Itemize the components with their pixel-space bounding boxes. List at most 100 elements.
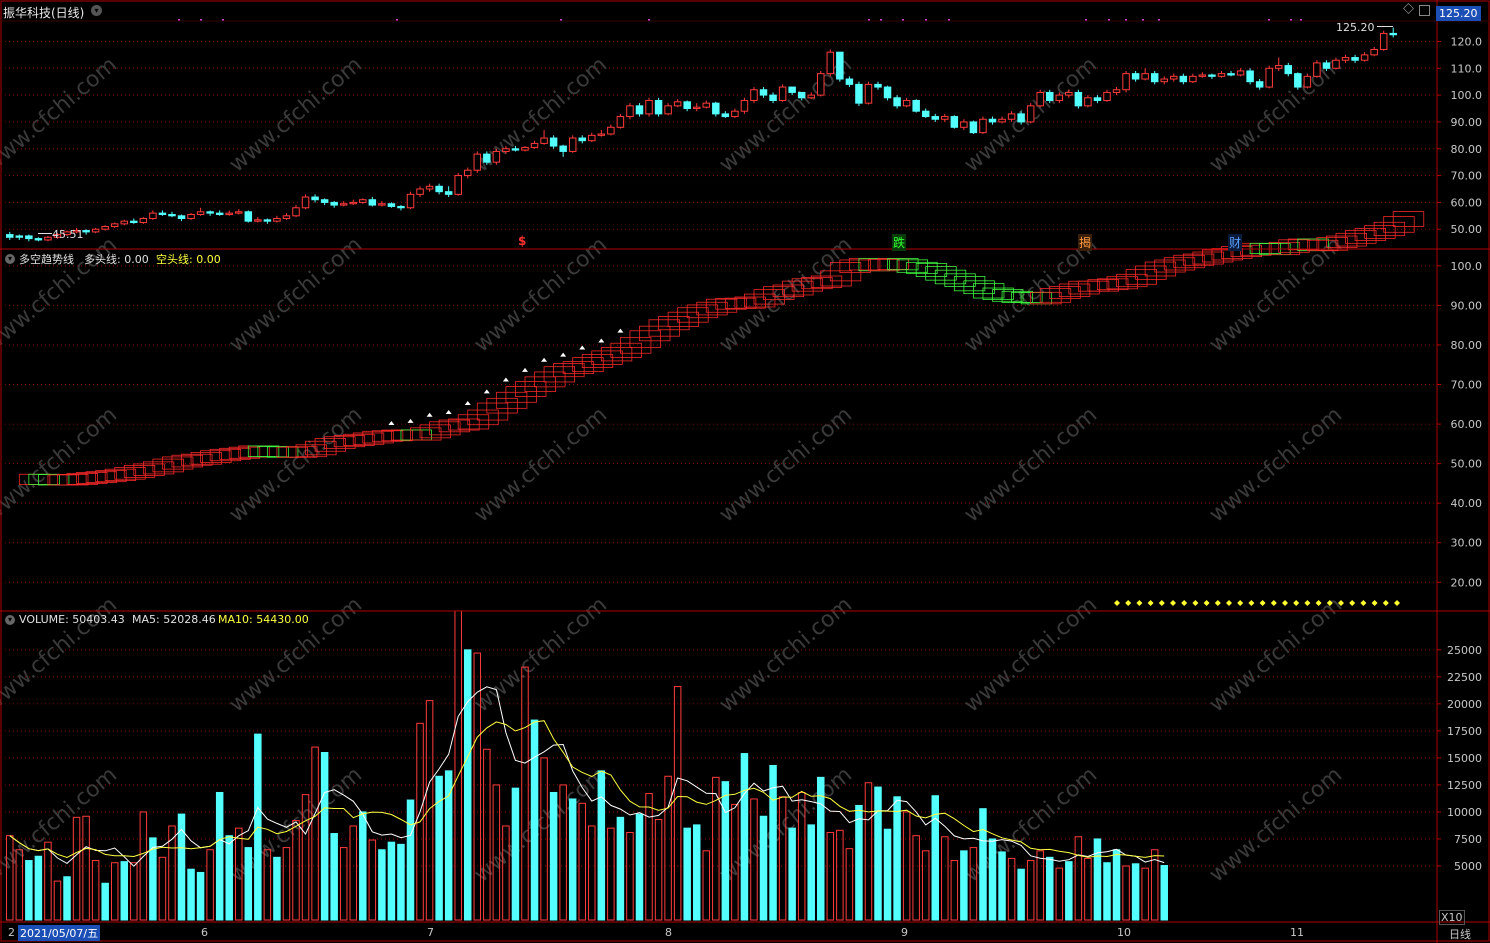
- volume-bar: [597, 770, 606, 921]
- trend-box: [1135, 265, 1167, 280]
- volume-bar: [893, 796, 901, 921]
- trend-box: [190, 452, 222, 465]
- candle-body: [416, 188, 424, 195]
- trend-box: [476, 402, 509, 421]
- candle-body: [1198, 74, 1207, 77]
- signal-diamond: [1326, 600, 1333, 606]
- candle-body: [521, 146, 529, 151]
- candle-body: [1007, 113, 1016, 120]
- trend-box: [696, 301, 728, 316]
- trend-box: [1345, 230, 1377, 244]
- trend-marker: [464, 401, 471, 406]
- candle-body: [473, 153, 482, 171]
- event-marker-dollar[interactable]: $: [518, 234, 526, 248]
- axis-tick-label: 40.00: [1451, 497, 1483, 510]
- trend-box: [820, 270, 852, 287]
- trend-box: [238, 445, 270, 458]
- month-label: 9: [901, 926, 908, 939]
- volume-bar: [1074, 836, 1083, 921]
- period-label[interactable]: 日线: [1449, 928, 1471, 941]
- month-label: 7: [427, 926, 434, 939]
- candle-body: [988, 118, 997, 123]
- trend-box: [66, 473, 98, 485]
- volume-bar: [874, 786, 882, 921]
- trend-box: [934, 269, 967, 285]
- candle-body: [1160, 78, 1168, 83]
- watermark-text: www.cfchi.com: [0, 52, 122, 177]
- candle-body: [120, 220, 129, 225]
- chart-title: 振华科技(日线): [3, 6, 85, 20]
- trend-box: [152, 458, 184, 473]
- volume-bar: [349, 825, 357, 921]
- trend-box: [639, 325, 671, 342]
- trend-box: [1354, 228, 1386, 241]
- volume-bar: [149, 837, 157, 921]
- indicator-menu-icon[interactable]: ▾: [5, 254, 15, 264]
- trend-box: [534, 371, 566, 388]
- candle-body: [559, 145, 567, 152]
- trend-marker: [445, 409, 452, 414]
- candle-body: [960, 121, 968, 128]
- volume-bar: [368, 839, 377, 921]
- candle-body: [158, 212, 167, 215]
- candle-body: [1112, 89, 1121, 93]
- event-marker-disclose[interactable]: 揭: [1078, 234, 1093, 251]
- axis-tick-labels: 120.0 110.0 100.0 90.00 80.00 70.00 60.00 50.00…: [1437, 35, 1482, 873]
- low-price-label: 45.51: [52, 228, 84, 241]
- trend-box: [782, 280, 814, 296]
- candle-body: [1017, 113, 1025, 123]
- candle-body: [502, 148, 510, 152]
- candle-body: [883, 86, 892, 99]
- candle-body: [778, 86, 787, 101]
- volume-bar: [692, 824, 701, 921]
- dropdown-icon[interactable]: ▾: [91, 5, 102, 16]
- event-dot: [648, 19, 650, 21]
- ma5-label: MA5: 52028.46: [132, 613, 216, 626]
- trend-box: [95, 470, 127, 483]
- event-marker-drop[interactable]: 跌: [892, 234, 907, 251]
- trend-marker: [560, 352, 567, 357]
- watermark-text: www.cfchi.com: [0, 762, 122, 887]
- event-marker-text: $: [518, 234, 527, 248]
- low-price-pointer: [38, 233, 52, 234]
- candle-body: [330, 201, 338, 206]
- trend-box: [419, 424, 451, 439]
- event-marker-finance[interactable]: 财: [1228, 234, 1243, 251]
- candle-body: [101, 226, 109, 230]
- volume-bar: [578, 802, 586, 921]
- candle-body: [1351, 57, 1359, 61]
- candle-body: [530, 142, 539, 148]
- candle-body: [406, 193, 415, 209]
- event-dot: [396, 19, 398, 21]
- watermark-text: www.cfchi.com: [225, 402, 367, 527]
- axis-tick-label: 90.00: [1451, 116, 1483, 129]
- candle-body: [215, 212, 224, 215]
- candle-body: [273, 217, 281, 222]
- volume-menu-icon[interactable]: ▾: [5, 615, 15, 625]
- event-marker-text: 财: [1229, 236, 1242, 250]
- trend-box: [1335, 232, 1367, 247]
- ma10-label: MA10: 54430.00: [218, 613, 309, 626]
- candle-body: [683, 101, 691, 110]
- axis-tick-label: 15000: [1447, 752, 1482, 765]
- trend-box: [438, 419, 471, 433]
- candle-body: [979, 118, 987, 134]
- watermark-text: www.cfchi.com: [1205, 762, 1347, 887]
- candle-body: [998, 118, 1006, 123]
- volume-bar: [320, 751, 329, 921]
- trend-box: [1326, 235, 1358, 248]
- candle-body: [1227, 73, 1235, 76]
- trend-box: [658, 316, 690, 331]
- trend-marker: [617, 328, 624, 333]
- signal-diamond: [1338, 600, 1344, 606]
- candle-body: [712, 102, 720, 115]
- trend-box: [305, 440, 337, 456]
- volume-bar: [406, 799, 415, 921]
- window-icon[interactable]: [1419, 5, 1430, 16]
- trend-box: [371, 430, 404, 442]
- volume-bar: [273, 856, 281, 921]
- signal-diamond: [1394, 600, 1400, 606]
- volume-bar: [492, 784, 501, 921]
- volume-bar: [826, 831, 835, 921]
